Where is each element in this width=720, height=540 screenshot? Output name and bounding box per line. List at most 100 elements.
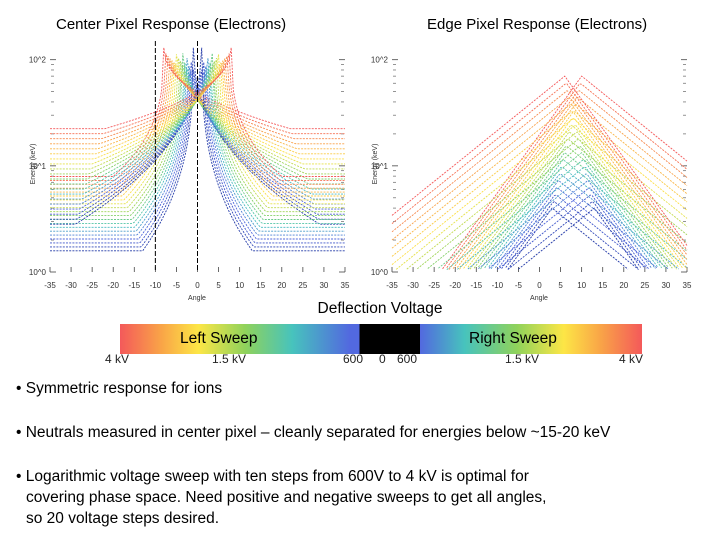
bullet-line: covering phase space. Need positive and … — [26, 489, 547, 506]
y-tick-label: 10^0 — [29, 268, 47, 277]
response-curve — [505, 201, 639, 270]
response-curve — [518, 207, 639, 270]
y-tick-label: 10^1 — [371, 162, 389, 171]
x-tick-label: 10 — [577, 281, 586, 290]
response-curve — [391, 90, 688, 256]
response-curve — [50, 61, 345, 213]
response-curve — [50, 68, 345, 228]
colorbar-tick: 4 kV — [105, 352, 130, 366]
response-curve — [50, 69, 345, 248]
x-tick-label: -25 — [86, 281, 98, 290]
deflection-voltage-colorbar — [120, 324, 642, 354]
y-axis-label: Energy (keV) — [372, 144, 379, 185]
response-curve — [446, 83, 688, 269]
response-curve — [391, 75, 688, 246]
x-tick-label: -25 — [428, 281, 440, 290]
response-curve — [391, 103, 688, 265]
response-curve — [50, 64, 345, 217]
x-tick-label: -30 — [407, 281, 419, 290]
x-tick-label: 20 — [277, 281, 286, 290]
response-curve — [501, 194, 648, 269]
y-tick-label: 10^2 — [371, 56, 389, 65]
response-curve — [452, 96, 688, 269]
response-curve — [391, 83, 688, 251]
response-curve — [488, 187, 650, 270]
x-axis-label: Angle — [188, 295, 206, 302]
response-curve — [50, 58, 345, 189]
response-curve — [488, 166, 688, 268]
bullet-neutrals: • Neutrals measured in center pixel – cl… — [16, 424, 611, 441]
response-curve — [438, 152, 667, 270]
center-pixel-chart: 10^0 10^1 10^2 -35 -30 -25 -20 -15 -10 -5 0 5 10 15 20… — [29, 41, 350, 302]
x-tick-label: 5 — [216, 281, 221, 290]
x-tick-label: 5 — [558, 281, 563, 290]
x-tick-label: -20 — [107, 281, 119, 290]
x-tick-label: -35 — [44, 281, 56, 290]
response-curve — [469, 131, 688, 270]
y-tick-label: 10^0 — [371, 268, 389, 277]
bullet-symmetric-response: • Symmetric response for ions — [16, 380, 223, 397]
colorbar-tick: 4 kV — [619, 352, 644, 366]
x-tick-label: -10 — [150, 281, 162, 290]
response-curve — [50, 61, 345, 213]
x-axis-label: Angle — [530, 295, 548, 302]
x-tick-label: 35 — [341, 281, 350, 290]
response-curve — [467, 173, 656, 270]
y-tick-label: 10^1 — [29, 162, 47, 171]
response-curve — [480, 152, 688, 270]
colorbar-title: Deflection Voltage — [317, 300, 443, 317]
response-curve — [494, 179, 669, 270]
response-curve — [406, 131, 677, 270]
edge-pixel-chart: 10^0 10^1 10^2 -35 -30 -25 -20 -15 -10 -5 0 5 10 15 20… — [371, 56, 692, 302]
colorbar-tick: 0 — [379, 352, 386, 366]
x-tick-label: 25 — [640, 281, 649, 290]
response-curve — [507, 207, 629, 270]
x-tick-label: 0 — [195, 281, 200, 290]
response-curve — [391, 117, 684, 269]
response-curve — [391, 111, 688, 270]
response-curve — [417, 139, 673, 270]
bullet-voltage-sweep: • Logarithmic voltage sweep with ten ste… — [16, 466, 716, 529]
x-tick-label: 30 — [661, 281, 670, 290]
response-curve — [446, 159, 663, 270]
response-curve — [497, 187, 658, 270]
x-tick-label: -5 — [173, 281, 181, 290]
x-tick-label: 35 — [683, 281, 692, 290]
bullet-line: • Logarithmic voltage sweep with ten ste… — [16, 468, 529, 485]
x-tick-label: -15 — [471, 281, 483, 290]
x-tick-label: 25 — [298, 281, 307, 290]
response-curve — [50, 62, 345, 197]
response-curve — [50, 70, 345, 240]
left-sweep-label: Left Sweep — [180, 330, 258, 347]
response-curve — [50, 56, 345, 185]
response-curve — [50, 62, 345, 197]
x-tick-label: -10 — [492, 281, 504, 290]
colorbar-tick: 1.5 kV — [212, 352, 247, 366]
x-tick-label: -5 — [515, 281, 523, 290]
response-curve — [507, 201, 641, 270]
x-tick-label: 10 — [235, 281, 244, 290]
response-curve — [50, 53, 345, 181]
response-curve — [50, 58, 345, 209]
response-curve — [456, 103, 688, 268]
response-curve — [50, 58, 345, 232]
response-curve — [391, 96, 688, 261]
response-curve — [478, 179, 652, 270]
x-tick-label: 30 — [319, 281, 328, 290]
response-curve — [499, 194, 646, 269]
response-curve — [50, 62, 345, 224]
colorbar-tick: 1.5 kV — [505, 352, 540, 366]
response-curve — [427, 145, 669, 269]
response-curve — [50, 54, 345, 205]
response-curve — [473, 139, 688, 269]
x-tick-label: -15 — [129, 281, 141, 290]
x-tick-label: 15 — [256, 281, 265, 290]
response-curve — [490, 173, 679, 270]
right-sweep-label: Right Sweep — [469, 330, 557, 347]
response-curve — [467, 124, 688, 268]
response-curve — [459, 111, 688, 270]
x-tick-label: 20 — [619, 281, 628, 290]
left-chart-title: Center Pixel Response (Electrons) — [56, 16, 287, 33]
x-tick-label: -30 — [65, 281, 77, 290]
response-curve — [50, 47, 345, 252]
